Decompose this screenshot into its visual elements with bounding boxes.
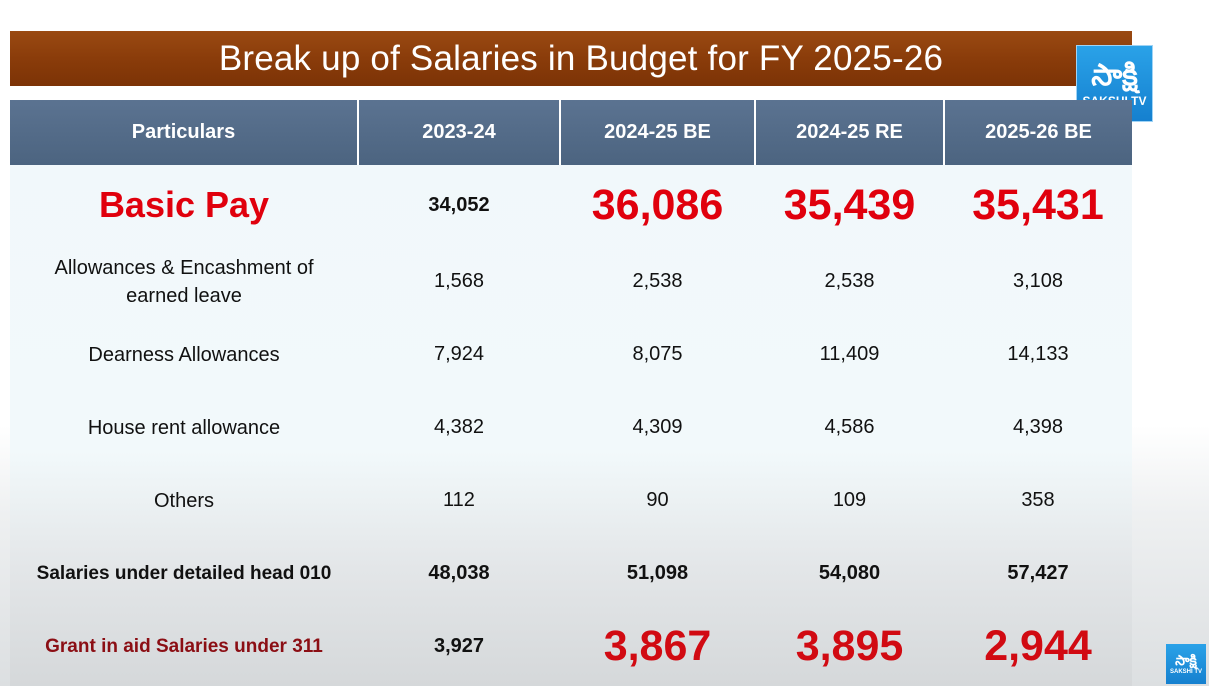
cell-2024-25-be: 51,098	[626, 562, 689, 584]
row-label: Allowances & Encashment of earned leave	[54, 256, 314, 307]
cell-2025-26-be: 4,398	[1012, 416, 1064, 438]
logo-glyph: సాక్షి	[1091, 57, 1138, 93]
cell-2024-25-re: 11,409	[819, 343, 880, 365]
col-header-2024-25-re: 2024-25 RE	[755, 100, 945, 165]
cell-2024-25-be: 8,075	[632, 343, 683, 365]
table-row-grant-in-aid: Grant in aid Salaries under 311 3,927 3,…	[10, 610, 1132, 683]
cell-2023-24: 4,382	[433, 416, 485, 438]
cell-2023-24: 7,924	[433, 343, 485, 365]
table-row-salaries-010: Salaries under detailed head 010 48,038 …	[10, 537, 1132, 610]
logo-small-name: SAKSHI TV	[1169, 669, 1202, 675]
salary-table: Particulars 2023-24 2024-25 BE 2024-25 R…	[10, 100, 1132, 683]
cell-2024-25-re: 109	[832, 489, 867, 511]
row-label: Others	[153, 489, 215, 512]
cell-2023-24: 34,052	[428, 193, 490, 216]
table-row-allowances: Allowances & Encashment of earned leave …	[10, 245, 1132, 318]
cell-2024-25-re: 2,538	[824, 270, 875, 292]
row-label: Basic Pay	[98, 184, 270, 225]
cell-2024-25-re: 4,586	[824, 416, 875, 438]
cell-2024-25-be: 4,309	[632, 416, 683, 438]
header-row: Particulars 2023-24 2024-25 BE 2024-25 R…	[10, 100, 1132, 165]
cell-2023-24: 1,568	[433, 270, 485, 292]
cell-2025-26-be: 57,427	[1007, 562, 1069, 584]
logo-small-glyph: సాక్షి	[1175, 653, 1197, 669]
cell-2023-24: 48,038	[428, 562, 490, 584]
cell-2025-26-be: 14,133	[1007, 343, 1069, 365]
cell-2025-26-be: 2,944	[984, 622, 1092, 670]
table-row-house-rent: House rent allowance 4,382 4,309 4,586 4…	[10, 391, 1132, 464]
row-label: Grant in aid Salaries under 311	[45, 635, 323, 657]
table-background	[10, 100, 1132, 686]
cell-2025-26-be: 35,431	[972, 180, 1104, 229]
page-title: Break up of Salaries in Budget for FY 20…	[218, 38, 944, 78]
cell-2024-25-re: 35,439	[783, 180, 916, 229]
cell-2025-26-be: 3,108	[1012, 270, 1064, 292]
table-row-others: Others 112 90 109 358	[10, 464, 1132, 537]
title-banner: Break up of Salaries in Budget for FY 20…	[10, 31, 1132, 86]
cell-2024-25-be: 36,086	[591, 180, 724, 229]
cell-2024-25-re: 54,080	[818, 562, 881, 584]
cell-2025-26-be: 358	[1021, 489, 1055, 511]
row-label: Salaries under detailed head 010	[36, 562, 332, 584]
table-row-dearness: Dearness Allowances 7,924 8,075 11,409 1…	[10, 318, 1132, 391]
cell-2024-25-be: 90	[646, 489, 669, 511]
row-label: House rent allowance	[87, 416, 281, 439]
col-header-2024-25-be: 2024-25 BE	[560, 100, 756, 165]
table-row-basic-pay: Basic Pay 34,052 36,086 35,439 35,431	[10, 165, 1132, 245]
col-header-2025-26-be: 2025-26 BE	[944, 100, 1132, 165]
col-header-particulars: Particulars	[10, 100, 359, 165]
row-label: Dearness Allowances	[88, 343, 280, 366]
channel-logo-small: సాక్షి SAKSHI TV	[1166, 644, 1206, 684]
cell-2023-24: 3,927	[433, 635, 485, 657]
cell-2024-25-be: 3,867	[603, 622, 712, 670]
cell-2024-25-be: 2,538	[632, 270, 683, 292]
cell-2023-24: 112	[443, 489, 475, 511]
cell-2024-25-re: 3,895	[795, 622, 904, 670]
col-header-2023-24: 2023-24	[358, 100, 561, 165]
